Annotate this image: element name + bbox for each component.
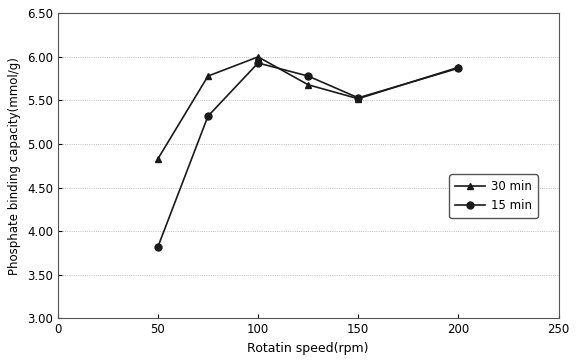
15 min <box>305 74 312 78</box>
15 min <box>355 96 362 100</box>
Y-axis label: Phosphate binding capacity(mmol/g): Phosphate binding capacity(mmol/g) <box>8 57 21 275</box>
Line: 30 min: 30 min <box>154 53 462 162</box>
15 min <box>205 114 212 118</box>
30 min <box>205 74 212 78</box>
30 min <box>305 83 312 87</box>
15 min <box>154 245 161 249</box>
Line: 15 min: 15 min <box>154 60 462 250</box>
15 min <box>254 61 261 65</box>
30 min <box>154 157 161 161</box>
15 min <box>455 66 462 70</box>
Legend: 30 min, 15 min: 30 min, 15 min <box>449 175 538 218</box>
30 min <box>455 65 462 70</box>
30 min <box>355 97 362 101</box>
X-axis label: Rotatin speed(rpm): Rotatin speed(rpm) <box>247 342 369 355</box>
30 min <box>254 55 261 59</box>
